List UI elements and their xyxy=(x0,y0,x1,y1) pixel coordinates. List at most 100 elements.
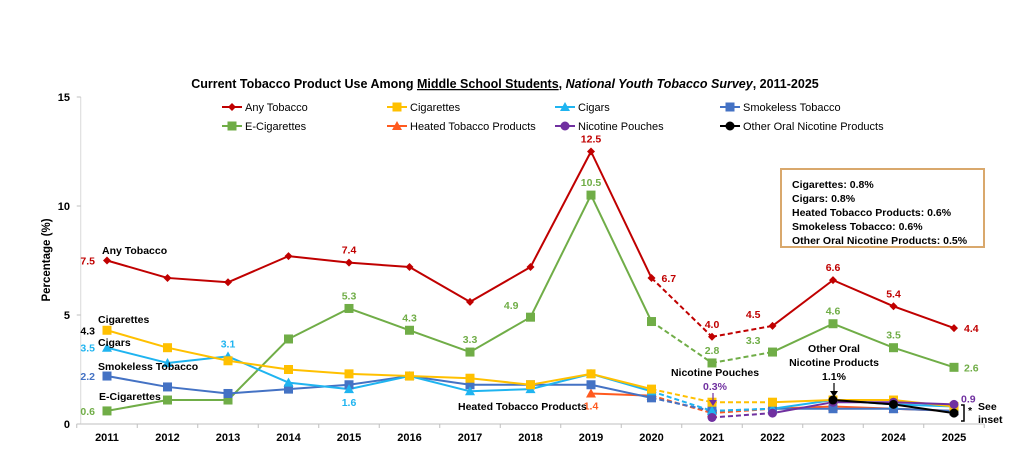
nicotine-pouches-segment xyxy=(772,401,834,415)
any-tobacco-point xyxy=(587,147,595,156)
cigarettes-point xyxy=(223,356,233,366)
cigarettes-point xyxy=(526,380,535,390)
label-nicotine-pouches: Nicotine Pouches xyxy=(671,367,759,379)
smokeless-tobacco-segment xyxy=(227,388,289,395)
arrowhead-nicotine-pouches xyxy=(709,400,717,406)
label-e-cigarettes: E-Cigarettes xyxy=(99,391,161,403)
cigarettes-segment xyxy=(409,375,471,380)
cigarettes-segment xyxy=(227,359,289,371)
nicotine-pouches-point xyxy=(768,408,777,418)
nicotine-pouches-point xyxy=(949,399,959,409)
e-cigarettes-segment xyxy=(650,320,713,364)
e-cigarettes-data-label: 2.8 xyxy=(705,345,720,357)
legend-item-heated-tobacco-products: Heated Tobacco Products xyxy=(387,121,536,133)
e-cigarettes-data-label: 3.3 xyxy=(746,335,761,347)
cigars-segment xyxy=(348,375,410,391)
smokeless-tobacco-segment xyxy=(893,407,955,412)
any-tobacco-point xyxy=(163,273,172,282)
see-inset-line2: inset xyxy=(978,414,1003,426)
any-tobacco-point xyxy=(768,321,777,330)
e-cigarettes-point xyxy=(949,362,959,372)
arrowhead-other-oral xyxy=(830,391,838,397)
title-underlined: Middle School Students xyxy=(417,77,559,91)
x-tick-label: 2020 xyxy=(639,432,663,444)
any-tobacco-point xyxy=(466,297,474,306)
x-tick-label: 2017 xyxy=(458,432,482,444)
e-cigarettes-data-label: 0.6 xyxy=(80,406,95,418)
cigars-point xyxy=(465,386,475,396)
cigarettes-segment xyxy=(651,388,713,404)
cigarettes-segment xyxy=(590,372,652,391)
legend-item-smokeless-tobacco: Smokeless Tobacco xyxy=(720,102,841,114)
cigars-point xyxy=(162,357,173,367)
e-cigarettes-point xyxy=(828,319,838,329)
legend-marker xyxy=(560,121,570,131)
any-tobacco-point xyxy=(829,276,837,285)
e-cigarettes-point xyxy=(465,347,475,357)
label-any-tobacco: Any Tobacco xyxy=(102,245,167,257)
any-tobacco-point xyxy=(345,258,353,267)
any-tobacco-point xyxy=(224,278,232,287)
smokeless-tobacco-point xyxy=(223,388,233,398)
e-cigarettes-point xyxy=(707,358,717,368)
e-cigarettes-point xyxy=(889,343,898,353)
cigarettes-segment xyxy=(348,372,410,378)
cigars-segment xyxy=(106,346,168,364)
x-tick-label: 2018 xyxy=(518,432,542,444)
e-cigarettes-segment xyxy=(772,322,834,353)
any-tobacco-segment xyxy=(106,259,168,279)
x-tick-label: 2011 xyxy=(95,432,119,444)
any-tobacco-point xyxy=(405,263,414,272)
inset-cigarettes: Cigarettes: 0.8% xyxy=(792,179,874,191)
cigars-segment xyxy=(409,375,471,393)
e-cigarettes-data-label: 4.6 xyxy=(826,306,841,318)
other-oral-nicotine-products-point xyxy=(889,399,898,409)
any-tobacco-point xyxy=(284,252,293,261)
x-tick-label: 2013 xyxy=(216,432,240,444)
e-cigarettes-data-label: 3.5 xyxy=(886,330,901,342)
chart-title: Current Tobacco Product Use Among Middle… xyxy=(191,77,819,91)
cigarettes-point xyxy=(163,343,172,353)
e-cigarettes-point xyxy=(768,347,777,357)
cigars-data-label: 3.5 xyxy=(80,343,95,355)
any-tobacco-segment xyxy=(590,151,653,279)
label-cigarettes: Cigarettes xyxy=(98,314,150,326)
smokeless-tobacco-data-label: 2.2 xyxy=(80,371,95,383)
any-tobacco-data-label: 6.6 xyxy=(826,262,841,274)
see-inset-star: * xyxy=(968,405,973,417)
inset-box: Cigarettes: 0.8% Cigars: 0.8% Heated Tob… xyxy=(780,168,985,248)
inset-heated-tobacco: Heated Tobacco Products: 0.6% xyxy=(792,207,952,219)
inset-other-oral: Other Oral Nicotine Products: 0.5% xyxy=(792,235,968,247)
e-cigarettes-point xyxy=(647,317,656,327)
any-tobacco-point xyxy=(889,302,898,311)
y-tick-label: 0 xyxy=(64,419,70,431)
x-tick-label: 2015 xyxy=(337,432,361,444)
cigars-segment xyxy=(711,407,773,412)
label-heated-tobacco: Heated Tobacco Products xyxy=(458,401,587,413)
series-markers xyxy=(102,147,959,422)
cigars-point xyxy=(344,384,354,394)
legend-item-any-tobacco: Any Tobacco xyxy=(222,102,308,114)
any-tobacco-segment xyxy=(288,255,350,264)
y-axis-label: Percentage (%) xyxy=(41,218,53,301)
any-tobacco-segment xyxy=(348,261,410,269)
e-cigarettes-segment xyxy=(893,346,955,369)
cigarettes-segment xyxy=(288,368,350,375)
e-cigarettes-segment xyxy=(711,351,773,364)
y-tick-label: 10 xyxy=(58,201,70,213)
any-tobacco-segment xyxy=(227,255,289,284)
e-cigarettes-data-label: 5.3 xyxy=(342,290,357,302)
cigarettes-segment xyxy=(469,377,531,386)
heated-tobacco-products-data-label: 1.4 xyxy=(584,400,599,412)
legend-label: E-Cigarettes xyxy=(245,121,307,133)
x-tick-label: 2022 xyxy=(760,432,784,444)
legend-item-cigarettes: Cigarettes xyxy=(387,102,461,114)
legend-marker xyxy=(392,121,402,130)
title-italic: National Youth Tobacco Survey xyxy=(566,77,754,91)
any-tobacco-segment xyxy=(832,279,894,308)
inset-bracket xyxy=(961,404,965,422)
label-other-oral-2: Nicotine Products xyxy=(789,357,879,369)
cigars-segment xyxy=(288,381,350,391)
e-cigarettes-point xyxy=(284,334,293,344)
cigarettes-segment xyxy=(167,346,229,362)
